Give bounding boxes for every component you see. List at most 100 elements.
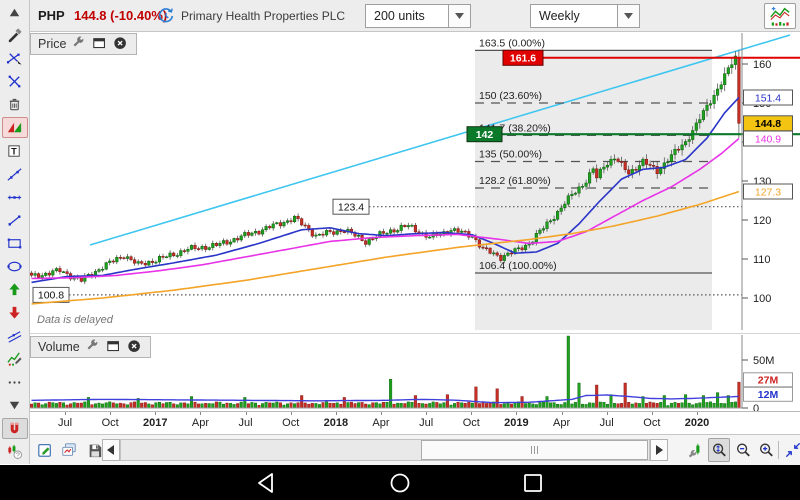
- tool-chart-annotation-button[interactable]: [2, 348, 28, 369]
- tool-ray-line-button[interactable]: [2, 164, 28, 185]
- drawing-tools-icon: [6, 27, 23, 44]
- y-tick-label: 160: [753, 59, 771, 71]
- svg-text:27M: 27M: [758, 375, 779, 387]
- axis-value-box: [743, 130, 793, 147]
- volume-panel-title: Volume: [38, 340, 80, 354]
- tool-scroll-up-button[interactable]: [2, 2, 28, 23]
- fit-chart-button[interactable]: [782, 438, 800, 462]
- delete-icon: [6, 96, 23, 113]
- chart-wrench-icon: [687, 442, 703, 458]
- svg-text:151.4: 151.4: [755, 92, 781, 104]
- chart-annotation-icon: [6, 350, 23, 367]
- scroll-left-button[interactable]: [102, 439, 120, 461]
- ray-line-icon: [6, 166, 23, 183]
- tool-cross-line-button[interactable]: [2, 71, 28, 92]
- channel-icon: [6, 327, 23, 344]
- tool-trendline-draw-button[interactable]: [2, 48, 28, 69]
- time-axis: Jul Oct 2017 Apr Jul Oct 2018 Apr Jul Oct 2019 Apr J…: [30, 411, 800, 434]
- x-axis-tick: [290, 412, 292, 415]
- units-dropdown[interactable]: 200 units: [365, 4, 471, 28]
- chart-scrollbar-track[interactable]: [120, 439, 650, 461]
- fib-level-label: 150 (23.60%): [479, 90, 542, 102]
- price-panel-header: Price: [30, 33, 138, 55]
- fib-level-label: 128.2 (61.80%): [479, 175, 551, 187]
- x-axis-tick: [200, 412, 202, 415]
- x-axis-label: 2017: [143, 417, 168, 429]
- x-axis-label: Oct: [101, 417, 119, 429]
- tool-channel-button[interactable]: [2, 325, 28, 346]
- segment-icon: [6, 212, 23, 229]
- tool-help-tool-button[interactable]: ?: [2, 441, 28, 462]
- ellipse-icon: [6, 258, 23, 275]
- x-axis-label: Jul: [599, 417, 614, 429]
- copy-chart-icon: [61, 442, 77, 458]
- x-axis-label: Apr: [191, 417, 209, 429]
- tool-rectangle-button[interactable]: [2, 233, 28, 254]
- arrow-down-icon: [6, 304, 23, 321]
- x-axis-tick: [561, 412, 563, 415]
- x-axis-tick: [65, 412, 66, 415]
- fib-level-label: 135 (50.00%): [479, 149, 542, 161]
- volume-ma-line: [31, 394, 739, 404]
- close-icon[interactable]: [127, 339, 143, 355]
- zoom-in-button[interactable]: [755, 438, 777, 462]
- chart-settings-button[interactable]: [684, 438, 706, 462]
- tool-arrow-down-button[interactable]: [2, 302, 28, 323]
- fib-retracement-icon: [6, 119, 23, 136]
- x-axis-label: 2020: [684, 417, 710, 429]
- scroll-up-icon: [6, 4, 23, 21]
- chevron-down-icon[interactable]: [448, 5, 470, 27]
- toolbar-separator: [778, 441, 779, 459]
- zoom-area-button[interactable]: [708, 438, 730, 462]
- x-axis-label: Oct: [282, 417, 300, 429]
- x-axis-label: 2019: [504, 417, 529, 429]
- arrow-up-icon: [6, 281, 23, 298]
- delayed-clock-icon: [157, 7, 175, 25]
- wrench-icon[interactable]: [85, 339, 101, 355]
- chevron-down-icon[interactable]: [617, 5, 639, 27]
- scroll-right-button[interactable]: [650, 439, 668, 461]
- fib-level-label: 106.4 (100.00%): [479, 260, 557, 272]
- volume-panel-header: Volume: [30, 336, 151, 358]
- svg-text:123.4: 123.4: [338, 202, 364, 214]
- save-chart-button[interactable]: [84, 438, 106, 462]
- x-axis-label: Jul: [57, 417, 73, 429]
- chart-scrollbar-thumb[interactable]: [421, 440, 648, 460]
- text-tool-icon: T: [6, 143, 23, 160]
- data-delayed-note: Data is delayed: [37, 314, 113, 326]
- copy-chart-button[interactable]: [58, 438, 80, 462]
- recents-button[interactable]: [521, 471, 545, 495]
- zoom-out-icon: [735, 442, 751, 458]
- horizontal-line-icon: [6, 189, 23, 206]
- tool-magnet-button[interactable]: [1, 417, 28, 439]
- home-button[interactable]: [388, 471, 412, 495]
- volume-chart[interactable]: 50M 0 27M 12M: [30, 335, 800, 412]
- wrench-icon[interactable]: [71, 36, 87, 52]
- svg-text:T: T: [11, 146, 17, 156]
- window-icon[interactable]: [92, 36, 108, 52]
- tool-arrow-up-button[interactable]: [2, 279, 28, 300]
- top-bar: PHP 144.8 (-10.40%) Primary Health Prope…: [0, 0, 800, 32]
- tool-drawing-tools-button[interactable]: [2, 25, 28, 46]
- interval-dropdown[interactable]: Weekly: [530, 4, 640, 28]
- tool-delete-button[interactable]: [2, 94, 28, 115]
- zoom-out-button[interactable]: [732, 438, 754, 462]
- x-axis-label: Oct: [462, 417, 480, 429]
- tool-scroll-down-button[interactable]: [2, 395, 28, 416]
- svg-text:142: 142: [476, 129, 494, 141]
- tool-ellipse-button[interactable]: [2, 256, 28, 277]
- close-icon[interactable]: [113, 36, 129, 52]
- tool-text-tool-button[interactable]: T: [2, 141, 28, 162]
- chart-style-button[interactable]: [764, 3, 796, 29]
- edit-annotations-button[interactable]: [34, 438, 56, 462]
- tool-horizontal-line-button[interactable]: [2, 187, 28, 208]
- fib-level-label: 141.7 (38.20%): [479, 122, 551, 134]
- tool-more-button[interactable]: [2, 372, 28, 393]
- back-button[interactable]: [255, 471, 279, 495]
- y-tick-label: 110: [753, 254, 771, 266]
- trendline[interactable]: [89, 34, 791, 246]
- price-chart[interactable]: 163.5 (0.00%)150 (23.60%)141.7 (38.20%)1…: [30, 33, 800, 333]
- tool-segment-button[interactable]: [2, 210, 28, 231]
- window-icon[interactable]: [106, 339, 122, 355]
- tool-fib-retracement-button[interactable]: [1, 117, 28, 139]
